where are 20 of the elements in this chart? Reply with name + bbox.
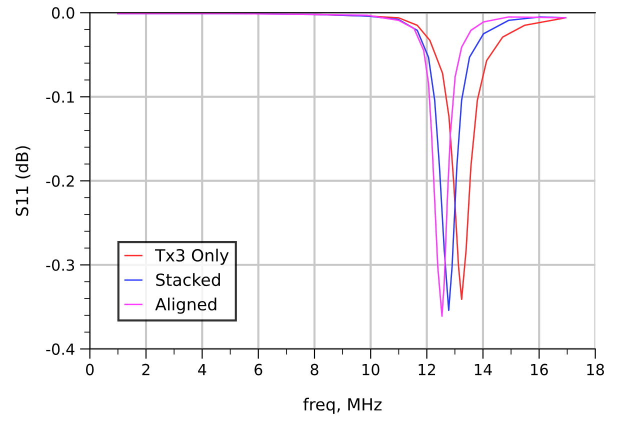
y-tick-label: -0.1 [46, 91, 74, 103]
x-tick-label: 0 [86, 364, 94, 376]
legend-label: Aligned [155, 298, 216, 314]
y-tick-label: 0.0 [52, 7, 74, 19]
x-axis-title: freq, MHz [303, 398, 382, 414]
legend-label: Tx3 Only [155, 248, 229, 265]
x-tick-label: 12 [418, 364, 436, 376]
y-tick-label: -0.4 [46, 343, 74, 355]
x-tick-label: 2 [142, 364, 150, 376]
x-tick-label: 4 [198, 364, 206, 376]
y-axis-title: S11 (dB) [15, 146, 30, 216]
x-tick-label: 14 [474, 364, 492, 376]
x-tick-label: 18 [587, 364, 604, 376]
x-tick-label: 6 [254, 364, 262, 376]
x-tick-label: 10 [362, 364, 380, 376]
x-tick-label: 16 [531, 364, 548, 376]
legend-label: Stacked [156, 273, 220, 286]
x-tick-label: 8 [310, 364, 318, 376]
y-tick-label: -0.2 [46, 175, 74, 187]
y-tick-label: -0.3 [46, 259, 74, 271]
